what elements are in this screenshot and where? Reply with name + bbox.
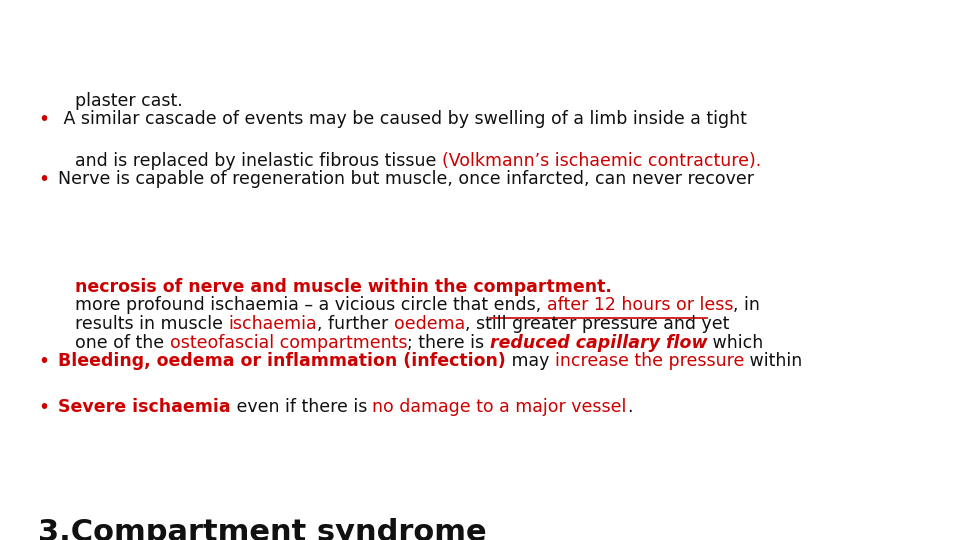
Text: Bleeding, oedema or inflammation (infection): Bleeding, oedema or inflammation (infect… <box>58 352 506 370</box>
Text: within: within <box>744 352 803 370</box>
Text: •: • <box>38 170 49 189</box>
Text: no damage to a major vessel: no damage to a major vessel <box>372 398 627 416</box>
Text: even if there is: even if there is <box>230 398 372 416</box>
Text: necrosis of nerve and muscle within the compartment.: necrosis of nerve and muscle within the … <box>75 278 612 296</box>
Text: Nerve is capable of regeneration but muscle, once infarcted, can never recover: Nerve is capable of regeneration but mus… <box>58 170 754 188</box>
Text: •: • <box>38 352 49 371</box>
Text: ; there is: ; there is <box>407 334 490 352</box>
Text: after 12 hours or less: after 12 hours or less <box>547 296 733 314</box>
Text: Severe ischaemia: Severe ischaemia <box>58 398 230 416</box>
Text: (Volkmann’s ischaemic contracture).: (Volkmann’s ischaemic contracture). <box>442 152 761 170</box>
Text: , still greater pressure and yet: , still greater pressure and yet <box>466 315 730 333</box>
Text: and is replaced by inelastic fibrous tissue: and is replaced by inelastic fibrous tis… <box>75 152 442 170</box>
Text: results in muscle: results in muscle <box>75 315 228 333</box>
Text: oedema: oedema <box>394 315 466 333</box>
Text: more profound ischaemia – a vicious circle that ends,: more profound ischaemia – a vicious circ… <box>75 296 547 314</box>
Text: reduced capillary flow: reduced capillary flow <box>490 334 708 352</box>
Text: •: • <box>38 398 49 417</box>
Text: which: which <box>708 334 763 352</box>
Text: , in: , in <box>733 296 760 314</box>
Text: increase the pressure: increase the pressure <box>555 352 744 370</box>
Text: A similar cascade of events may be caused by swelling of a limb inside a tight: A similar cascade of events may be cause… <box>58 110 747 128</box>
Text: , further: , further <box>317 315 394 333</box>
Text: .: . <box>627 398 633 416</box>
Text: ischaemia: ischaemia <box>228 315 317 333</box>
Text: one of the: one of the <box>75 334 170 352</box>
Text: osteofascial compartments: osteofascial compartments <box>170 334 407 352</box>
Text: 3.Compartment syndrome: 3.Compartment syndrome <box>38 518 487 540</box>
Text: •: • <box>38 110 49 129</box>
Text: may: may <box>506 352 555 370</box>
Text: plaster cast.: plaster cast. <box>75 91 182 110</box>
